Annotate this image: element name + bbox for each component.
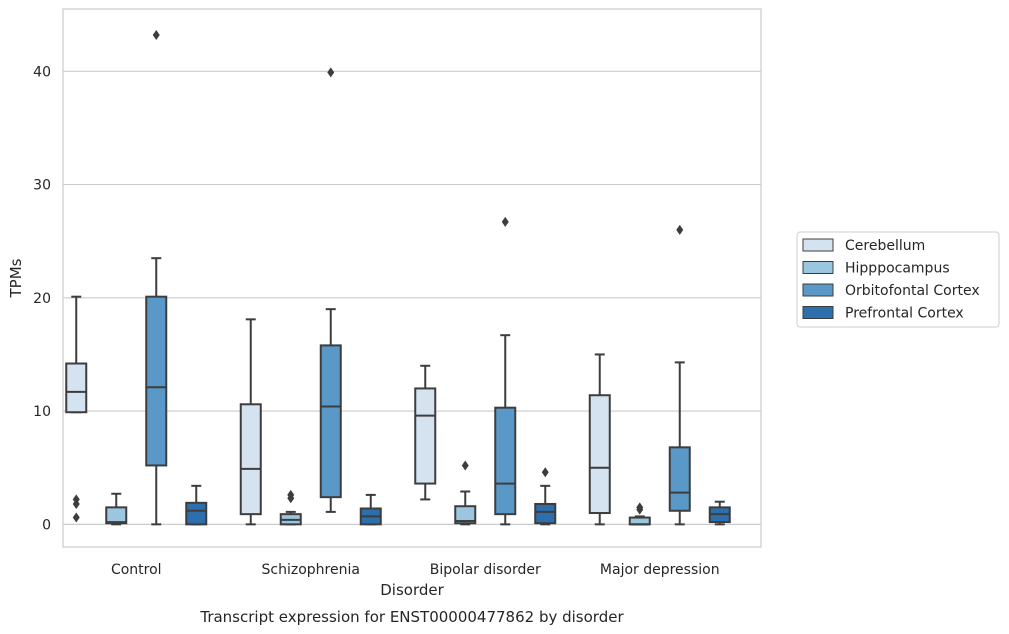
box-body — [628, 516, 651, 526]
legend-label: Prefrontal Cortex — [845, 306, 964, 322]
legend-box — [796, 231, 1000, 328]
box-2-2 — [494, 216, 517, 526]
legend-label: Orbitofontal Cortex — [845, 283, 980, 299]
outlier-point — [501, 216, 509, 227]
legend-label: Hipppocampus — [845, 261, 950, 277]
outlier-point — [152, 30, 160, 41]
x-tick-label: Bipolar disorder — [430, 562, 541, 578]
box-body — [414, 387, 437, 485]
y-tick-label: 30 — [33, 178, 51, 194]
box-1-2 — [454, 460, 477, 526]
outlier-point — [72, 498, 80, 509]
box-1-1 — [279, 489, 302, 526]
outlier-point — [327, 67, 335, 78]
box-2-1 — [319, 67, 342, 513]
box-3-2 — [534, 467, 557, 526]
box-0-1 — [239, 318, 262, 526]
box-body — [454, 505, 477, 525]
legend-swatch — [802, 261, 834, 274]
box-3-0 — [185, 484, 208, 526]
box-body — [588, 394, 611, 515]
legend-label: Cerebellum — [845, 238, 925, 254]
box-body — [668, 446, 691, 512]
box-0-3 — [588, 353, 611, 526]
boxes-layer — [65, 30, 731, 526]
box-body — [145, 295, 168, 467]
y-tick-label: 40 — [33, 64, 51, 80]
box-1-3 — [628, 502, 651, 526]
outlier-point — [676, 224, 684, 235]
x-tick-label: Major depression — [600, 562, 720, 578]
box-3-3 — [708, 500, 731, 526]
box-body — [534, 502, 557, 525]
x-tick-labels: Control Schizophrenia Bipolar disorder Majo… — [111, 562, 720, 578]
chart-caption: Transcript expression for ENST0000047786… — [199, 608, 624, 626]
box-0-2 — [414, 364, 437, 501]
y-tick-label: 0 — [42, 517, 51, 533]
legend-items: Cerebellum Hipppocampus Orbitofontal Corte… — [802, 238, 980, 322]
box-2-0 — [145, 30, 168, 526]
box-body — [65, 362, 88, 414]
box-body — [494, 406, 517, 516]
box-3-1 — [359, 493, 382, 526]
box-body — [239, 403, 262, 516]
x-axis-title: Disorder — [380, 581, 444, 599]
box-1-0 — [105, 492, 128, 526]
outlier-point — [287, 493, 295, 504]
box-2-3 — [668, 224, 691, 526]
outlier-point — [636, 504, 644, 515]
y-tick-labels: 0 10 20 30 40 — [33, 64, 51, 533]
box-0-0 — [65, 295, 88, 523]
legend-swatch — [802, 283, 834, 297]
x-tick-label: Schizophrenia — [262, 562, 360, 578]
box-body — [105, 506, 128, 525]
y-tick-label: 20 — [33, 291, 51, 307]
outlier-point — [541, 467, 549, 478]
plot-area — [62, 8, 762, 548]
box-body — [185, 501, 208, 526]
y-tick-label: 10 — [33, 404, 51, 420]
outlier-point — [72, 512, 80, 523]
legend-swatch — [802, 306, 834, 319]
y-axis-title: TPMs — [7, 258, 25, 298]
legend-swatch — [802, 238, 834, 252]
legend: Cerebellum Hipppocampus Orbitofontal Corte… — [796, 231, 1000, 328]
outlier-point — [461, 460, 469, 471]
box-body — [319, 344, 342, 499]
x-tick-label: Control — [111, 562, 162, 578]
